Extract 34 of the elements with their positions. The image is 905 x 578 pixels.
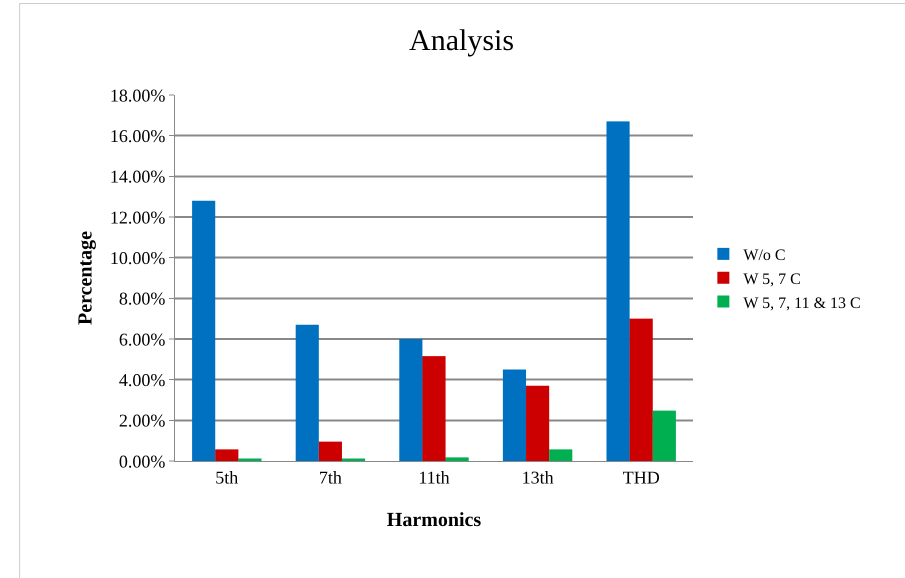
y-tick-label: 14.00% bbox=[110, 166, 166, 187]
y-axis-title: Percentage bbox=[74, 230, 96, 326]
bar bbox=[422, 356, 446, 461]
y-tick-label: 6.00% bbox=[118, 329, 166, 350]
x-tick-label: 11th bbox=[418, 468, 450, 488]
bar bbox=[606, 121, 630, 461]
bar bbox=[318, 442, 342, 461]
bar bbox=[192, 200, 216, 461]
y-tick-label: 8.00% bbox=[118, 288, 166, 309]
legend-label: W 5, 7 C bbox=[743, 270, 801, 288]
y-tick-label: 12.00% bbox=[110, 207, 166, 228]
y-tick-label: 4.00% bbox=[118, 370, 166, 390]
x-tick-label: THD bbox=[622, 468, 660, 488]
bar bbox=[526, 386, 550, 461]
x-tick-label: 7th bbox=[318, 468, 342, 488]
y-tick-label: 2.00% bbox=[118, 410, 166, 431]
legend-label: W 5, 7, 11 & 13 C bbox=[743, 294, 861, 312]
y-tick-label: 16.00% bbox=[110, 126, 166, 146]
bar bbox=[215, 449, 238, 461]
bar bbox=[652, 410, 676, 461]
bar bbox=[446, 457, 469, 461]
bar bbox=[549, 449, 572, 461]
x-tick-label: 13th bbox=[522, 468, 554, 488]
y-tick-label: 10.00% bbox=[110, 248, 166, 268]
y-tick-label: 18.00% bbox=[110, 85, 166, 106]
y-tick-label: 0.00% bbox=[118, 451, 166, 472]
x-tick-label: 5th bbox=[215, 468, 238, 488]
bar bbox=[630, 318, 653, 461]
legend-label: W/o C bbox=[743, 247, 786, 264]
bar bbox=[399, 339, 422, 461]
bar bbox=[502, 370, 526, 461]
chart-title: Analysis bbox=[409, 24, 514, 57]
bar bbox=[296, 324, 319, 461]
x-axis-title: Harmonics bbox=[386, 509, 482, 532]
